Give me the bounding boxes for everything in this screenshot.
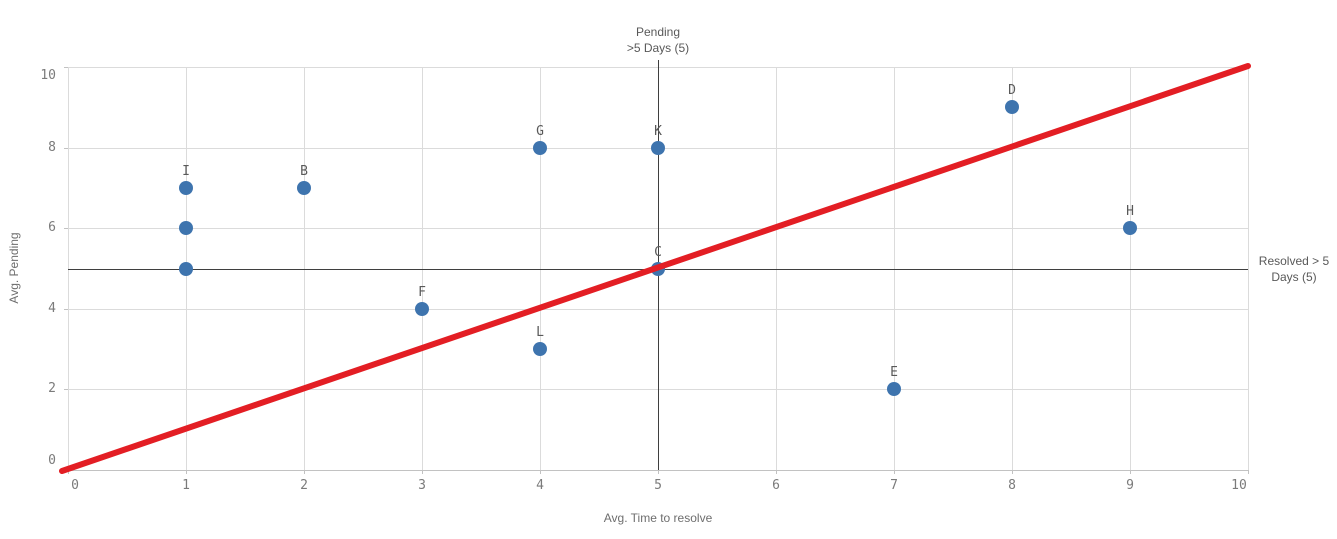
y-tick-0 <box>64 470 68 471</box>
x-tick-label-7: 7 <box>890 478 898 493</box>
vertical-refline-label-line2: >5 Days (5) <box>626 41 690 55</box>
data-point-label-D: D <box>1008 83 1016 99</box>
y-tick-label-6: 6 <box>48 220 56 236</box>
data-point-label-L: L <box>536 325 544 341</box>
vertical-refline-label-line1: Pending <box>635 25 681 39</box>
data-point-label-F: F <box>418 284 426 300</box>
y-tick-4 <box>64 309 68 310</box>
data-point[interactable] <box>179 261 193 276</box>
data-point-E[interactable] <box>887 382 901 397</box>
x-axis-title: Avg. Time to resolve <box>603 511 713 525</box>
x-tick-label-3: 3 <box>418 478 426 493</box>
vertical-refline-label: Pending >5 Days (5) <box>558 24 758 56</box>
horizontal-refline-label-line2: Days (5) <box>1271 270 1317 284</box>
data-point-G[interactable] <box>533 140 547 155</box>
y-tick-2 <box>64 389 68 390</box>
x-tick-label-4: 4 <box>536 478 544 493</box>
y-tick-6 <box>64 228 68 229</box>
x-tick-label-8: 8 <box>1008 478 1016 493</box>
y-tick-label-4: 4 <box>48 300 56 316</box>
y-tick-label-0: 0 <box>48 453 56 468</box>
y-gridline-0 <box>68 470 1248 471</box>
y-tick-8 <box>64 148 68 149</box>
x-tick-10 <box>1248 470 1249 474</box>
horizontal-refline-label: Resolved > 5 Days (5) <box>1252 253 1336 285</box>
data-point-K[interactable] <box>651 140 665 155</box>
data-point-B[interactable] <box>297 180 311 195</box>
data-point-label-C: C <box>654 244 662 260</box>
x-tick-label-9: 9 <box>1126 478 1134 493</box>
data-point-H[interactable] <box>1123 221 1137 236</box>
data-point-I[interactable] <box>179 180 193 195</box>
x-tick-label-10: 10 <box>1231 478 1247 493</box>
x-gridline-10 <box>1248 67 1249 470</box>
x-tick-label-5: 5 <box>654 478 662 493</box>
data-point-label-E: E <box>890 365 898 381</box>
data-point-label-K: K <box>654 123 662 139</box>
x-tick-label-2: 2 <box>300 478 308 493</box>
data-point-label-H: H <box>1126 204 1134 220</box>
horizontal-refline-label-line1: Resolved > 5 <box>1258 254 1330 268</box>
x-tick-label-0: 0 <box>71 478 79 493</box>
data-point-F[interactable] <box>415 301 429 316</box>
data-point-label-B: B <box>300 163 308 179</box>
y-tick-label-10: 10 <box>40 68 56 83</box>
data-point-D[interactable] <box>1005 100 1019 115</box>
y-tick-label-8: 8 <box>48 139 56 155</box>
y-tick-10 <box>64 67 68 68</box>
x-tick-label-1: 1 <box>182 478 190 493</box>
data-point[interactable] <box>179 221 193 236</box>
y-tick-label-2: 2 <box>48 381 56 397</box>
data-point-label-I: I <box>182 163 190 179</box>
data-point-C[interactable] <box>651 261 665 276</box>
data-point-label-G: G <box>536 123 544 139</box>
x-tick-label-6: 6 <box>772 478 780 493</box>
data-point-L[interactable] <box>533 342 547 357</box>
